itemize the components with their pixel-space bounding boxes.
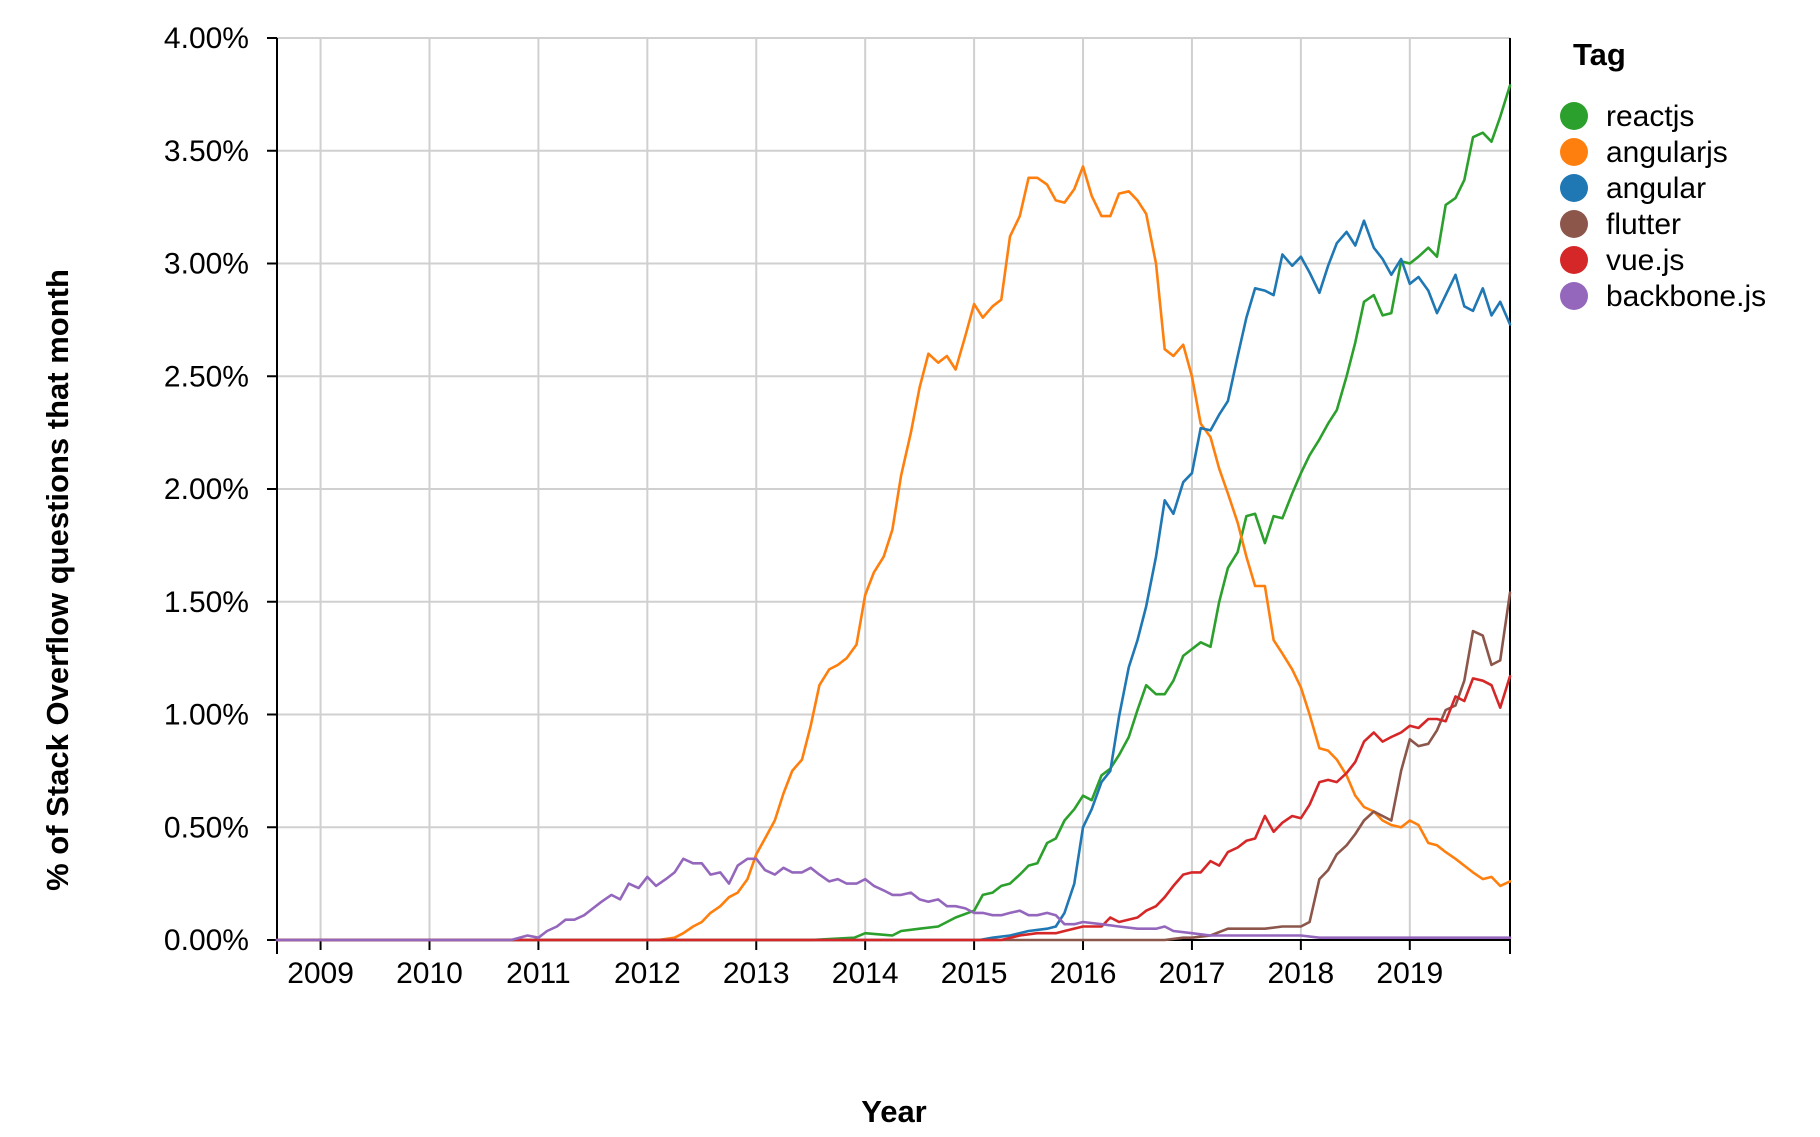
- y-tick-label: 0.00%: [164, 924, 249, 957]
- legend-label: backbone.js: [1606, 280, 1766, 313]
- axes: [267, 37, 1511, 954]
- series-line-vue-js: [275, 674, 1512, 942]
- y-tick-label: 3.50%: [164, 135, 249, 168]
- legend-label: vue.js: [1606, 244, 1684, 277]
- y-axis-title: % of Stack Overflow questions that month: [40, 269, 75, 891]
- y-tick-label: 0.50%: [164, 811, 249, 844]
- x-tick-label: 2012: [614, 957, 681, 990]
- y-tick-label: 1.50%: [164, 586, 249, 619]
- series-line-angular: [275, 219, 1512, 942]
- legend-title: Tag: [1573, 37, 1626, 72]
- legend-label: flutter: [1606, 208, 1681, 241]
- legend-items: reactjsangularjsangularfluttervue.jsback…: [1560, 100, 1766, 313]
- y-tick-label: 1.00%: [164, 699, 249, 732]
- y-tick-label: 4.00%: [164, 22, 249, 55]
- legend-swatch: [1560, 138, 1588, 166]
- x-tick-label: 2011: [506, 957, 571, 990]
- series-line-reactjs: [275, 84, 1512, 942]
- y-tick-label: 2.50%: [164, 360, 249, 393]
- legend-swatch: [1560, 174, 1588, 202]
- legend-label: reactjs: [1606, 100, 1694, 133]
- x-tick-label: 2013: [723, 957, 790, 990]
- series-line-angularjs: [275, 165, 1512, 942]
- x-tick-label: 2018: [1267, 957, 1334, 990]
- x-tick-label: 2010: [396, 957, 463, 990]
- legend-label: angularjs: [1606, 136, 1728, 169]
- legend-swatch: [1560, 102, 1588, 130]
- legend: Tag reactjsangularjsangularfluttervue.js…: [1560, 37, 1766, 313]
- x-tick-label: 2014: [832, 957, 899, 990]
- x-axis-title: Year: [861, 1094, 927, 1129]
- legend-swatch: [1560, 246, 1588, 274]
- tick-labels: 0.00% 0.50% 1.00% 1.50% 2.00% 2.50% 3.00% 3.50%…: [164, 22, 1443, 990]
- series-lines: [275, 84, 1512, 942]
- x-tick-label: 2015: [941, 957, 1008, 990]
- legend-swatch: [1560, 282, 1588, 310]
- legend-label: angular: [1606, 172, 1706, 205]
- series-line-flutter: [275, 591, 1512, 942]
- x-tick-label: 2017: [1159, 957, 1226, 990]
- series-line-backbone-js: [275, 857, 1512, 942]
- legend-swatch: [1560, 210, 1588, 238]
- y-tick-label: 2.00%: [164, 473, 249, 506]
- y-tick-label: 3.00%: [164, 248, 249, 281]
- x-tick-label: 2019: [1376, 957, 1443, 990]
- x-tick-label: 2016: [1050, 957, 1117, 990]
- grid-lines: [277, 37, 1510, 941]
- x-tick-label: 2009: [287, 957, 354, 990]
